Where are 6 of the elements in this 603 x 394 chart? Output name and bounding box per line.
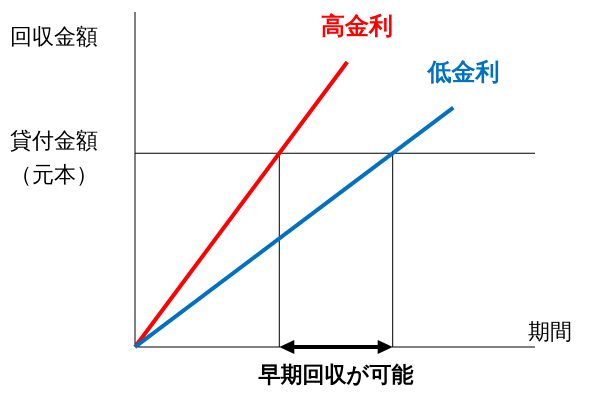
- y-axis-title: 回収金額: [10, 24, 98, 52]
- x-axis-title: 期間: [528, 319, 572, 347]
- ref-line-label: 貸付金額（元本）: [9, 128, 99, 190]
- series-label: 低金利: [427, 56, 500, 88]
- text: 早期回収が可能: [258, 362, 414, 390]
- series-label: 高金利: [321, 11, 394, 42]
